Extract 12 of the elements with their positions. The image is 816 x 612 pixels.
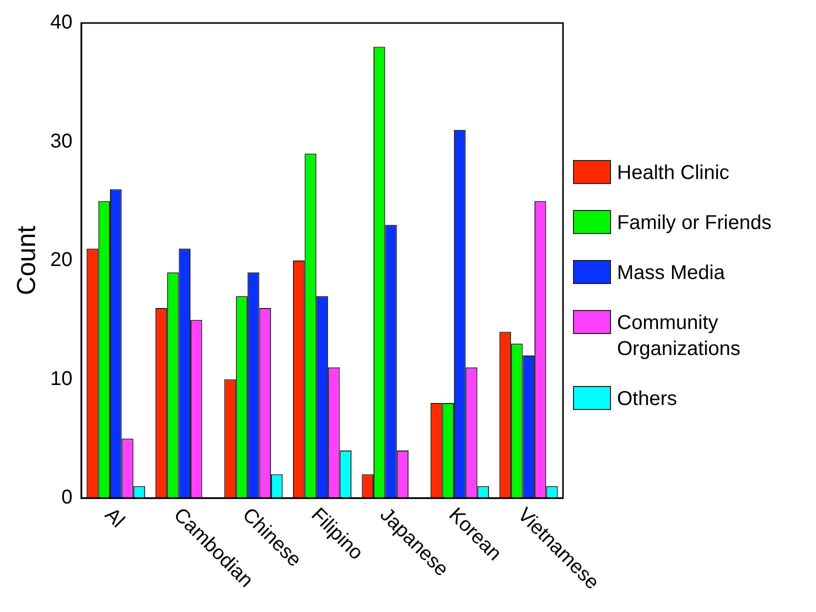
- legend-label: Community Organizations: [617, 311, 742, 362]
- y-tick-label: 30: [50, 130, 72, 152]
- legend-label: Mass Media: [617, 261, 725, 286]
- legend-label: Family or Friends: [617, 211, 772, 236]
- legend-label: Health Clinic: [617, 161, 730, 186]
- y-tick-label: 0: [61, 486, 72, 509]
- x-tick-label: Al: [100, 504, 129, 532]
- y-tick-label: 10: [50, 368, 72, 390]
- legend-label: Others: [617, 387, 678, 412]
- y-tick-label: 40: [50, 12, 72, 34]
- y-axis-title: Count: [10, 225, 41, 296]
- y-tick-label: 20: [50, 249, 72, 272]
